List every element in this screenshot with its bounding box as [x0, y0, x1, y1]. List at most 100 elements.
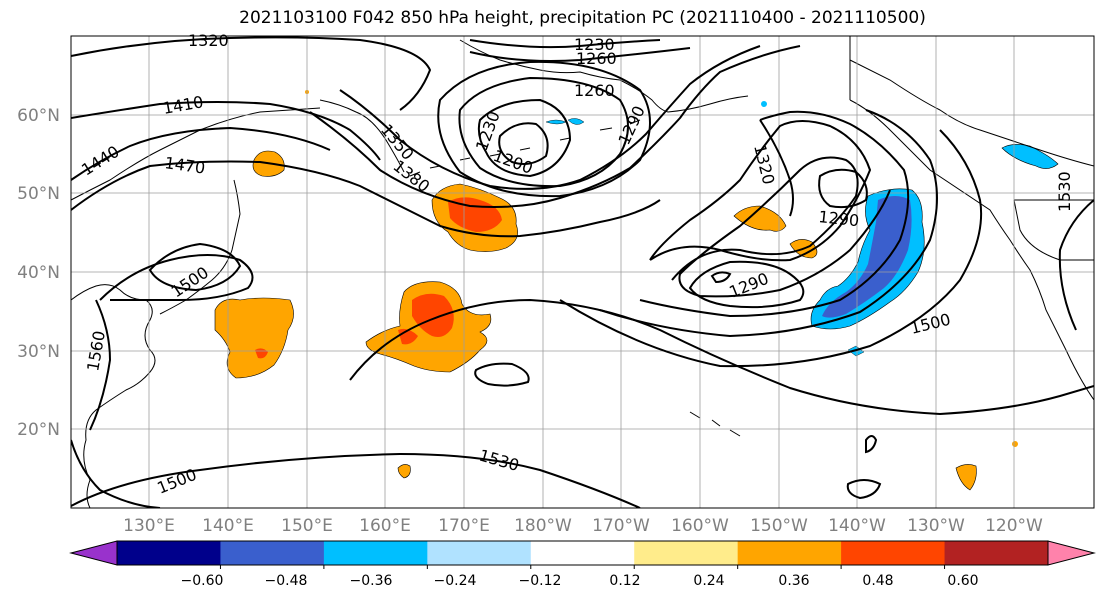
coast-kamchatka [319, 99, 405, 173]
contour-1530-south [71, 452, 641, 508]
contour-1500-ring [148, 242, 242, 292]
coast-north-america [849, 99, 1094, 401]
colorbar-tick-label: 0.60 [947, 573, 978, 589]
colorbar-tick-labels: −0.60 −0.48 −0.36 −0.24 −0.12 0.12 0.24 … [181, 573, 979, 589]
colorbar-tick-label: −0.24 [434, 573, 477, 589]
lon-label: 160°E [359, 516, 411, 536]
colorbar-tick-label: −0.36 [350, 573, 393, 589]
graticule [71, 36, 1094, 508]
colorbar-tick-label: 0.48 [862, 573, 893, 589]
precip-spot-160e-20n [397, 464, 411, 479]
contour-1290-trough-outer [649, 120, 872, 262]
coast-hawaii [689, 411, 741, 437]
contour-label: 1290 [818, 207, 860, 230]
contour-1530-ring [474, 362, 530, 387]
contour-1200 [498, 122, 549, 165]
colorbar-tick-label: −0.48 [265, 573, 308, 589]
lon-label: 130°E [123, 516, 175, 536]
contour-1410 [71, 101, 381, 161]
colorbar-segment [634, 541, 739, 565]
lon-label: 140°E [202, 516, 254, 536]
colorbar-segment [530, 541, 635, 565]
coast-canada-north [849, 59, 1094, 167]
colorbar-extend-left [69, 540, 118, 566]
precip-spot-120w [1012, 441, 1018, 447]
colorbar-segment [117, 541, 221, 565]
precip-area-150w [733, 205, 787, 232]
contour-1290-low [437, 60, 651, 198]
coast-aleutians [409, 119, 641, 177]
contour-1350 [339, 45, 761, 190]
colorbar: −0.60 −0.48 −0.36 −0.24 −0.12 0.12 0.24 … [69, 540, 1096, 589]
colorbar-tick-label: −0.12 [519, 573, 562, 589]
lon-label: 170°E [438, 516, 490, 536]
precip-spot-125w [955, 464, 977, 491]
contour-small-ring-1 [865, 435, 878, 454]
lat-label: 20°N [17, 420, 60, 440]
contour-label: 1320 [188, 31, 229, 50]
colorbar-segment [737, 541, 842, 565]
lat-label: 50°N [17, 184, 60, 204]
precip-negative-core-west-coast [822, 196, 912, 318]
colorbar-segments [117, 541, 1049, 565]
lon-label: 140°W [828, 516, 886, 536]
colorbar-tick-label: 0.24 [693, 573, 724, 589]
contour-1380 [309, 45, 801, 208]
lon-label: 150°W [750, 516, 808, 536]
map-title: 2021103100 F042 850 hPa height, precipit… [239, 8, 926, 28]
coast-asia-mainland [71, 107, 321, 508]
lon-label: 180°W [514, 516, 572, 536]
contour-1320-trough [639, 110, 910, 318]
contour-small-ring-2 [846, 479, 882, 500]
colorbar-tick-label: 0.36 [778, 573, 809, 589]
colorbar-border [116, 540, 1049, 566]
contour-1530-east [1058, 199, 1094, 331]
contour-1230-low [477, 98, 572, 178]
contour-label: 1260 [576, 49, 617, 68]
contour-1290-trough-1 [671, 156, 891, 298]
coast-japan [159, 179, 241, 315]
contour-1290-small [710, 271, 732, 284]
longitude-labels: 130°E 140°E 150°E 160°E 170°E 180°W 170°… [123, 516, 1043, 536]
contour-label: 1530 [1055, 171, 1074, 212]
precip-negative-area-canada [1001, 144, 1059, 169]
height-contours [71, 36, 1094, 508]
contour-1290-ring [818, 168, 868, 209]
lon-label: 160°W [671, 516, 729, 536]
contour-1260-north [469, 47, 691, 62]
contour-1260-low [458, 76, 629, 188]
precip-negative-spot-gulf [761, 101, 767, 107]
lon-label: 130°W [907, 516, 965, 536]
map-border [70, 35, 1095, 509]
precip-core-165e-south [412, 293, 454, 337]
contour-label: 1260 [574, 81, 615, 100]
contour-1500-south [71, 439, 161, 508]
colorbar-segment [944, 541, 1049, 565]
colorbar-ticks [219, 565, 946, 569]
colorbar-extend-right [1047, 540, 1096, 566]
lat-label: 60°N [17, 106, 60, 126]
latitude-labels: 60°N 50°N 40°N 30°N 20°N [17, 106, 60, 440]
colorbar-segment [220, 541, 325, 565]
precipitation-shading [214, 90, 1059, 491]
contour-1530-big [349, 298, 1094, 416]
lon-label: 170°W [592, 516, 650, 536]
colorbar-segment [323, 541, 428, 565]
contour-1500-east [559, 129, 983, 368]
contour-label: 1230 [574, 35, 615, 54]
lon-label: 120°W [985, 516, 1043, 536]
contour-1320-east [759, 119, 794, 217]
lat-label: 30°N [17, 342, 60, 362]
precip-negative-spot-alaska-2 [567, 118, 585, 125]
colorbar-segment [841, 541, 946, 565]
contour-1440 [71, 126, 331, 181]
contour-1290-trough-2 [688, 260, 805, 309]
contour-1320-north [71, 36, 432, 111]
contour-1470 [71, 160, 661, 238]
lon-label: 150°E [281, 516, 333, 536]
contour-1560 [89, 299, 112, 431]
contour-1380-trough [599, 109, 938, 338]
lat-label: 40°N [17, 263, 60, 283]
contour-1230-north [469, 39, 661, 49]
